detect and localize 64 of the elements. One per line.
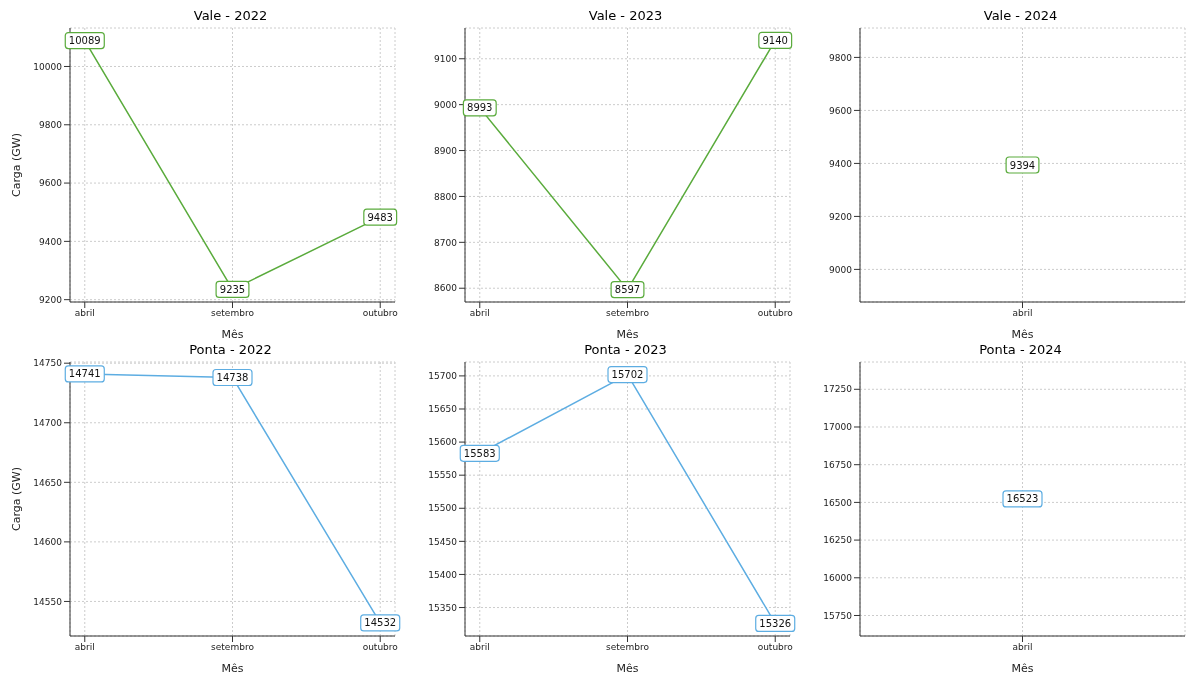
y-tick-label: 9000 bbox=[829, 264, 853, 275]
y-tick-label: 15400 bbox=[428, 569, 458, 580]
y-tick-label: 9600 bbox=[829, 105, 853, 116]
y-tick-label: 9800 bbox=[829, 52, 853, 63]
x-tick-label: abril bbox=[469, 642, 490, 653]
y-tick-label: 8800 bbox=[434, 191, 458, 202]
y-tick-label: 8600 bbox=[434, 283, 458, 294]
y-tick-label: 14750 bbox=[33, 358, 63, 369]
y-tick-label: 16250 bbox=[823, 535, 853, 546]
y-tick-label: 9100 bbox=[434, 53, 458, 64]
chart-title: Ponta - 2022 bbox=[188, 342, 273, 358]
y-tick-label: 15550 bbox=[428, 470, 458, 481]
chart-title: Vale - 2024 bbox=[982, 8, 1059, 24]
y-axis-title: Carga (GW) bbox=[9, 467, 23, 531]
x-tick-label: setembro bbox=[606, 308, 650, 319]
x-axis-title: Mês bbox=[616, 662, 639, 673]
y-tick-label: 9200 bbox=[829, 211, 853, 222]
y-tick-label: 16750 bbox=[823, 459, 853, 470]
x-axis-title: Mês bbox=[1011, 328, 1034, 341]
chart-title: Ponta - 2024 bbox=[978, 342, 1063, 358]
y-tick-label: 10000 bbox=[33, 61, 63, 72]
y-tick-label: 9000 bbox=[434, 99, 458, 110]
y-tick-label: 9600 bbox=[39, 178, 63, 189]
chart-title: Vale - 2022 bbox=[192, 8, 269, 24]
y-tick-label: 9200 bbox=[39, 294, 63, 305]
x-axis-title: Mês bbox=[616, 328, 639, 341]
x-axis-title: Mês bbox=[221, 662, 244, 673]
y-tick-label: 15750 bbox=[823, 610, 853, 621]
x-tick-label: abril bbox=[74, 308, 95, 319]
y-tick-label: 17000 bbox=[823, 422, 853, 433]
y-tick-label: 15700 bbox=[428, 371, 458, 382]
x-tick-label: outubro bbox=[757, 642, 794, 653]
y-tick-label: 14650 bbox=[33, 477, 63, 488]
x-tick-label: abril bbox=[1012, 308, 1033, 319]
x-tick-label: abril bbox=[1012, 642, 1033, 653]
x-tick-label: abril bbox=[74, 642, 95, 653]
y-tick-label: 14550 bbox=[33, 596, 63, 607]
y-tick-label: 9400 bbox=[829, 158, 853, 169]
x-tick-label: setembro bbox=[211, 642, 255, 653]
x-axis-title: Mês bbox=[221, 328, 244, 341]
y-tick-label: 8700 bbox=[434, 237, 458, 248]
y-axis-title: Carga (GW) bbox=[9, 133, 23, 197]
chart-title: Ponta - 2023 bbox=[583, 342, 668, 358]
y-tick-label: 16000 bbox=[823, 572, 853, 583]
x-tick-label: setembro bbox=[211, 308, 255, 319]
y-tick-label: 14700 bbox=[33, 417, 63, 428]
x-tick-label: outubro bbox=[757, 308, 794, 319]
chart-title: Vale - 2023 bbox=[587, 8, 664, 24]
y-tick-label: 15650 bbox=[428, 404, 458, 415]
y-tick-label: 15350 bbox=[428, 602, 458, 613]
x-tick-label: abril bbox=[469, 308, 490, 319]
x-axis-title: Mês bbox=[1011, 662, 1034, 673]
y-tick-label: 8900 bbox=[434, 145, 458, 156]
y-tick-label: 14600 bbox=[33, 537, 63, 548]
x-tick-label: outubro bbox=[362, 308, 399, 319]
y-tick-label: 15450 bbox=[428, 536, 458, 547]
y-tick-label: 17250 bbox=[823, 384, 853, 395]
y-tick-label: 9400 bbox=[39, 236, 63, 247]
y-tick-label: 16500 bbox=[823, 497, 853, 508]
y-tick-label: 15600 bbox=[428, 437, 458, 448]
y-tick-label: 15500 bbox=[428, 503, 458, 514]
y-tick-label: 9800 bbox=[39, 119, 63, 130]
x-tick-label: setembro bbox=[606, 642, 650, 653]
x-tick-label: outubro bbox=[362, 642, 399, 653]
